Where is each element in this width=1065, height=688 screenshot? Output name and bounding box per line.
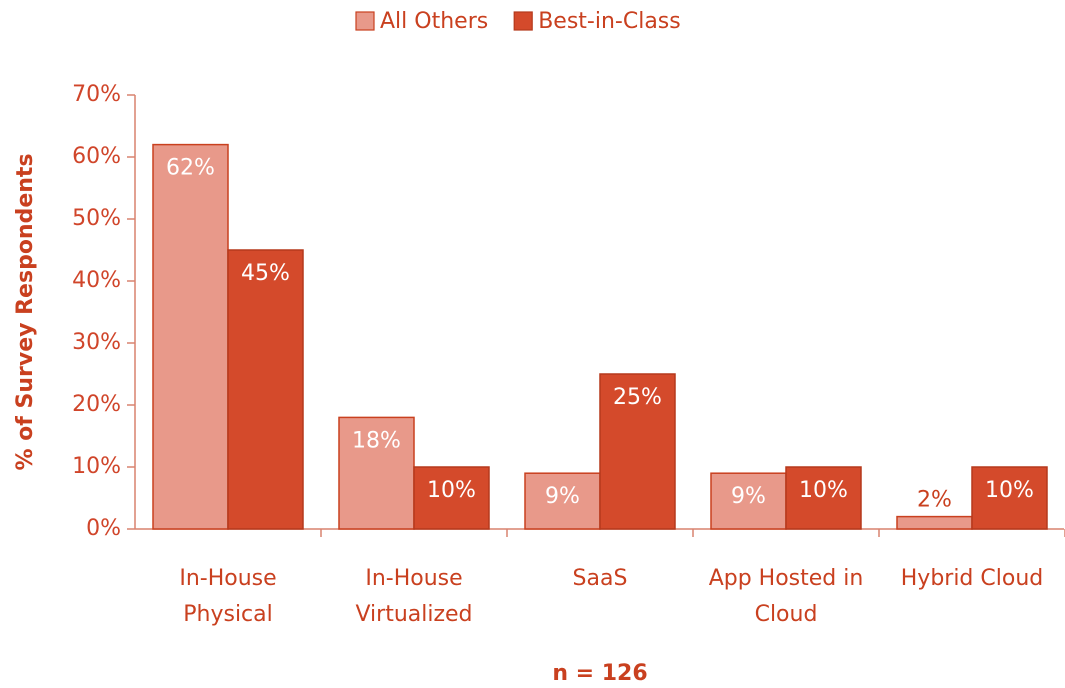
legend-swatch: [513, 11, 533, 31]
x-tick-label: App Hosted in: [709, 566, 864, 591]
value-label: 10%: [427, 478, 476, 503]
bar: [896, 515, 973, 530]
y-tick-label: 40%: [72, 268, 121, 293]
value-label: 10%: [799, 478, 848, 503]
y-tick-label: 0%: [86, 516, 121, 541]
y-tick-label: 60%: [72, 144, 121, 169]
legend-label: All Others: [380, 9, 488, 34]
x-tick-label: Virtualized: [355, 602, 472, 627]
value-label: 10%: [985, 478, 1034, 503]
bar: [338, 416, 415, 530]
legend-label: Best-in-Class: [538, 9, 681, 34]
note: n = 126: [552, 661, 647, 686]
x-tick-label: Hybrid Cloud: [901, 566, 1043, 591]
y-tick-label: 50%: [72, 206, 121, 231]
value-label: 9%: [731, 484, 766, 509]
bar: [524, 472, 601, 530]
value-label: 62%: [166, 156, 215, 181]
value-label: 45%: [241, 261, 290, 286]
y-tick-label: 70%: [72, 82, 121, 107]
x-tick-label: SaaS: [573, 566, 628, 591]
y-axis-title: % of Survey Respondents: [13, 153, 38, 470]
x-tick-label: Cloud: [755, 602, 818, 627]
value-label: 18%: [352, 428, 401, 453]
y-tick-label: 10%: [72, 454, 121, 479]
value-label: 25%: [613, 385, 662, 410]
bar: [971, 466, 1048, 530]
value-label: 2%: [917, 488, 952, 513]
x-tick-label: Physical: [183, 602, 273, 627]
bar: [785, 466, 862, 530]
legend-swatch: [355, 11, 375, 31]
y-tick-label: 30%: [72, 330, 121, 355]
bar: [599, 373, 676, 530]
x-tick-label: In-House: [365, 566, 462, 591]
value-label: 9%: [545, 484, 580, 509]
x-tick-label: In-House: [179, 566, 276, 591]
y-tick-label: 20%: [72, 392, 121, 417]
bar: [413, 466, 490, 530]
bar: [152, 143, 229, 530]
bar: [227, 249, 304, 530]
